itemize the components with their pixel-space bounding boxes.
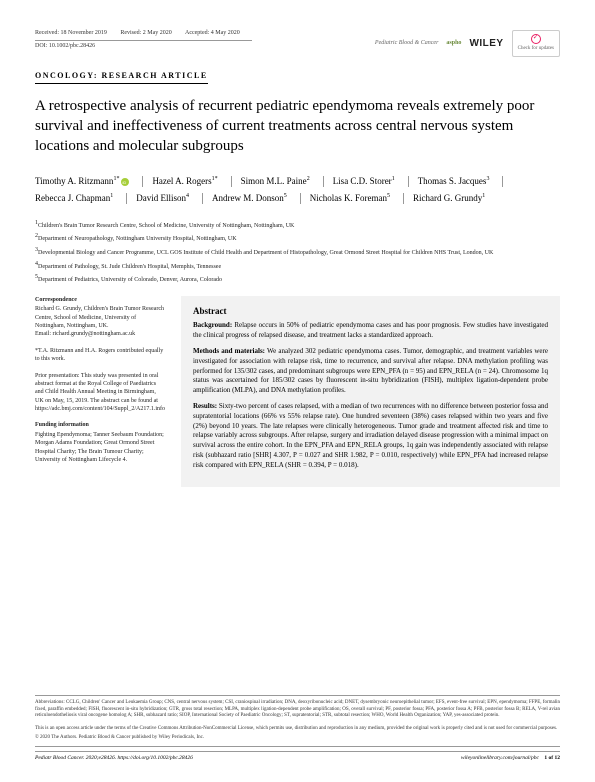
revised-date: Revised: 2 May 2020 xyxy=(120,30,172,36)
abstract-background: Background: Relapse occurs in 50% of ped… xyxy=(193,321,548,341)
author: Timothy A. Ritzmann1* xyxy=(35,173,129,190)
license-line-1: This is an open access article under the… xyxy=(35,726,560,733)
author: David Ellison4 xyxy=(136,190,189,207)
affiliation: 4Department of Pathology, St. Jude Child… xyxy=(35,260,560,273)
author-separator xyxy=(231,176,232,187)
author-separator xyxy=(403,193,404,204)
article-meta: Received: 18 November 2019 Revised: 2 Ma… xyxy=(35,30,252,51)
author: Hazel A. Rogers1* xyxy=(152,173,217,190)
accepted-date: Accepted: 4 May 2020 xyxy=(185,30,240,36)
abstract-results: Results: Sixty-two percent of cases rela… xyxy=(193,402,548,471)
header-row: Received: 18 November 2019 Revised: 2 Ma… xyxy=(35,30,560,57)
doi: DOI: 10.1002/pbc.28426 xyxy=(35,43,252,51)
section-label: ONCOLOGY: RESEARCH ARTICLE xyxy=(35,71,208,84)
author-separator xyxy=(408,176,409,187)
equal-contrib: *T.A. Ritzmann and H.A. Rogers contribut… xyxy=(35,347,165,364)
page-number: 1 of 12 xyxy=(544,755,560,761)
citation: Pediatr Blood Cancer. 2020;e28426. https… xyxy=(35,755,193,762)
author-separator xyxy=(502,176,503,187)
author-separator xyxy=(202,193,203,204)
author-separator xyxy=(323,176,324,187)
check-updates-button[interactable]: Check for updates xyxy=(512,30,560,57)
abstract-head: Abstract xyxy=(193,306,548,318)
affiliation: 1Children's Brain Tumor Research Centre,… xyxy=(35,219,560,232)
footer: Abbreviations: CCLG, Children' Cancer an… xyxy=(35,695,560,762)
author: Richard G. Grundy1 xyxy=(413,190,485,207)
funding-body: Fighting Ependymoma; Tanner Seebaum Foun… xyxy=(35,431,165,465)
author: Nicholas K. Foreman5 xyxy=(310,190,390,207)
correspondence-email: Email: richard.grundy@nottingham.ac.uk xyxy=(35,330,165,338)
affiliation: 3Developmental Biology and Cancer Progra… xyxy=(35,246,560,259)
logo-row: Pediatric Blood & Cancer aspho WILEY Che… xyxy=(375,30,560,57)
article-title: A retrospective analysis of recurrent pe… xyxy=(35,96,560,157)
author: Lisa C.D. Storer1 xyxy=(333,173,395,190)
prior-head: Prior presentation: xyxy=(35,373,80,379)
journal-url[interactable]: wileyonlinelibrary.com/journal/pbc xyxy=(461,755,539,761)
abstract-methods: Methods and materials: We analyzed 302 p… xyxy=(193,347,548,396)
author-separator xyxy=(126,193,127,204)
affiliation: 5Department of Pediatrics, University of… xyxy=(35,273,560,286)
journal-logo: Pediatric Blood & Cancer xyxy=(375,40,439,47)
author: Rebecca J. Chapman1 xyxy=(35,190,113,207)
author: Simon M.L. Paine2 xyxy=(241,173,310,190)
prior-presentation: Prior presentation: This study was prese… xyxy=(35,372,165,414)
bottom-bar: Pediatr Blood Cancer. 2020;e28426. https… xyxy=(35,751,560,762)
abstract-box: Abstract Background: Relapse occurs in 5… xyxy=(181,296,560,487)
correspondence-head: Correspondence xyxy=(35,296,165,304)
funding-head: Funding information xyxy=(35,421,165,429)
affiliation: 2Department of Neuropathology, Nottingha… xyxy=(35,232,560,245)
sidebar-info: Correspondence Richard G. Grundy, Childr… xyxy=(35,296,165,487)
author: Thomas S. Jacques3 xyxy=(418,173,490,190)
correspondence-body: Richard G. Grundy, Children's Brain Tumo… xyxy=(35,305,165,330)
page-info: wileyonlinelibrary.com/journal/pbc 1 of … xyxy=(461,755,560,762)
check-updates-icon xyxy=(531,34,541,44)
abbreviations: Abbreviations: CCLG, Children' Cancer an… xyxy=(35,695,560,720)
author-separator xyxy=(300,193,301,204)
funding-block: Funding information Fighting Ependymoma;… xyxy=(35,421,165,464)
received-date: Received: 18 November 2019 xyxy=(35,30,107,36)
orcid-icon[interactable] xyxy=(121,178,129,186)
date-row: Received: 18 November 2019 Revised: 2 Ma… xyxy=(35,30,252,41)
society-logo: aspho xyxy=(446,40,461,47)
author-separator xyxy=(142,176,143,187)
publisher-logo: WILEY xyxy=(469,37,503,50)
affiliation-list: 1Children's Brain Tumor Research Centre,… xyxy=(35,219,560,286)
author-list: Timothy A. Ritzmann1* Hazel A. Rogers1* Si… xyxy=(35,173,560,207)
license-line-2: © 2020 The Authors. Pediatric Blood & Ca… xyxy=(35,735,560,742)
correspondence-block: Correspondence Richard G. Grundy, Childr… xyxy=(35,296,165,339)
author: Andrew M. Donson5 xyxy=(212,190,287,207)
